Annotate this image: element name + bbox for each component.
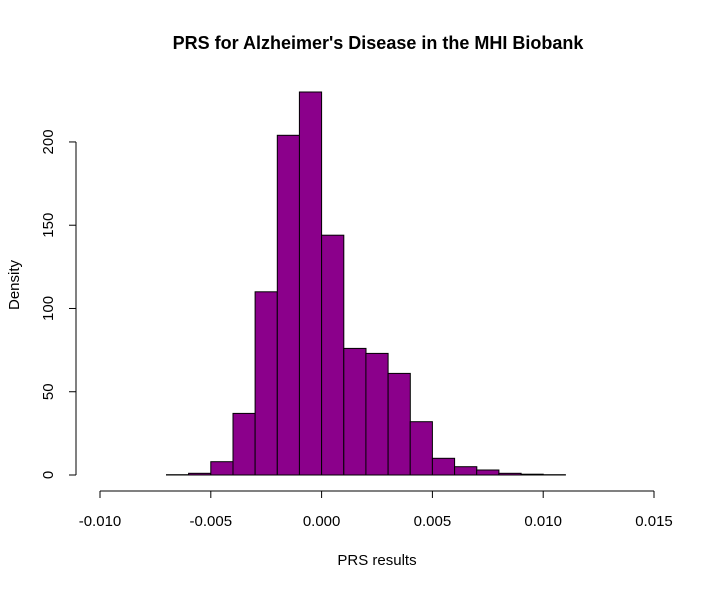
histogram-bar: [298, 91, 323, 476]
histogram-bar: [276, 134, 300, 476]
chart-title: PRS for Alzheimer's Disease in the MHI B…: [173, 33, 585, 53]
y-tick-label: 50: [40, 383, 57, 400]
histogram-bar: [188, 472, 212, 476]
histogram-bar: [431, 457, 456, 476]
histogram-bar: [498, 472, 522, 476]
y-axis-label: Density: [6, 259, 23, 310]
x-tick-label: 0.010: [524, 513, 562, 530]
histogram-bar: [476, 469, 500, 476]
x-tick-label: 0.000: [303, 513, 341, 530]
histogram-bar: [254, 291, 278, 476]
histogram-bar: [454, 466, 478, 476]
y-tick-label: 0: [40, 471, 57, 479]
x-ticks-group: -0.010 -0.005 0.000 0.005 0.010 0.015: [79, 491, 673, 530]
histogram-bar: [210, 461, 234, 476]
y-tick-label: 200: [40, 129, 57, 154]
x-axis-label: PRS results: [337, 552, 416, 569]
histogram-bar: [232, 412, 256, 476]
histogram-bar: [409, 421, 433, 476]
bars-group: [166, 91, 566, 476]
histogram-bar: [343, 347, 367, 476]
x-tick-label: -0.005: [190, 513, 233, 530]
y-tick-label: 100: [40, 296, 57, 321]
x-tick-label: -0.010: [79, 513, 122, 530]
x-tick-label: 0.005: [414, 513, 452, 530]
histogram-bar: [321, 234, 345, 476]
y-tick-label: 150: [40, 213, 57, 238]
y-ticks-group: 0 50 100 150 200: [40, 129, 76, 479]
x-tick-label: 0.015: [635, 513, 673, 530]
histogram-bar: [365, 352, 389, 476]
histogram-bar: [520, 473, 544, 476]
histogram-bar: [387, 372, 411, 476]
